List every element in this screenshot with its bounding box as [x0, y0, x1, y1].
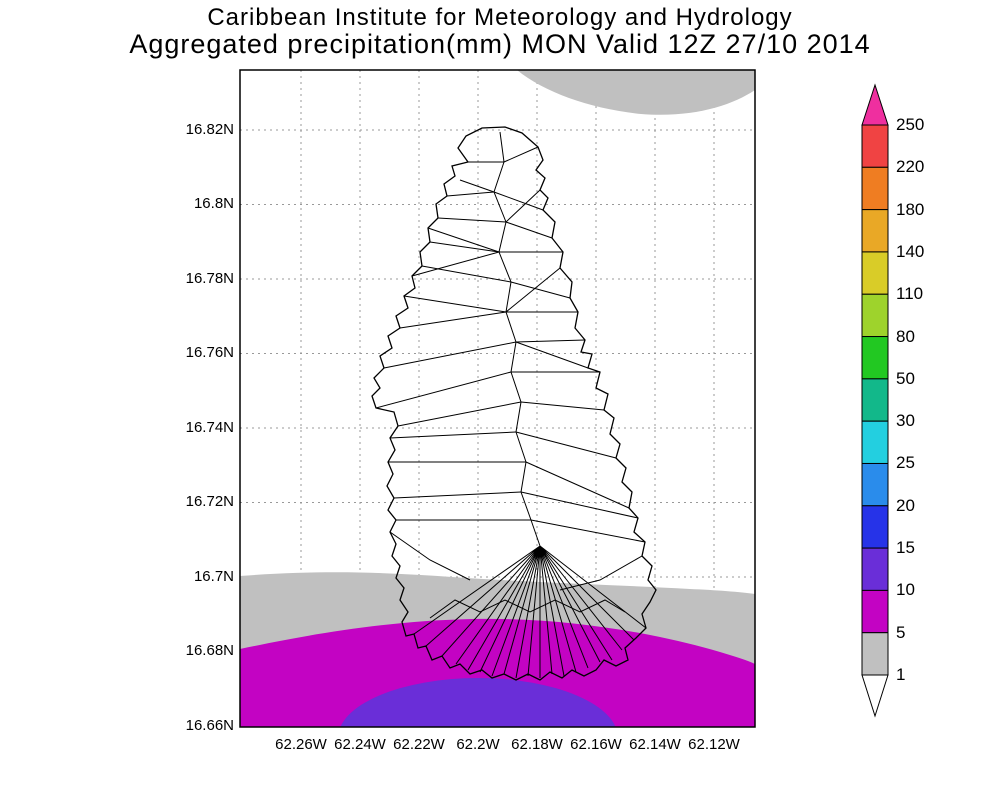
precip-shading: [240, 70, 755, 727]
lat-tick-label: 16.66N: [185, 717, 234, 734]
colorbar-segment: [861, 420, 889, 464]
colorbar-label: 140: [896, 242, 925, 261]
shading-south-band-magenta: [240, 618, 755, 727]
island-outline: [371, 126, 657, 681]
plot-frame: [239, 69, 756, 728]
colorbar-label: 25: [896, 453, 915, 472]
shading-core-purple: [340, 678, 616, 727]
lon-tick-label: 62.26W: [275, 736, 327, 753]
title-line-2: Aggregated precipitation(mm) MON Valid 1…: [129, 29, 871, 59]
colorbar-label: 5: [896, 623, 906, 642]
shading-north-offshore-gray: [517, 70, 755, 115]
colorbar-label: 1: [896, 665, 906, 684]
colorbar-segment: [861, 547, 889, 591]
colorbar-segment: [861, 166, 889, 211]
colorbar-label: 110: [896, 284, 924, 303]
colorbar-segment: [861, 251, 889, 295]
colorbar-label: 80: [896, 327, 915, 346]
colorbar-label: 30: [896, 411, 915, 430]
lon-tick-label: 62.16W: [570, 736, 622, 753]
watershed-south-fan: [413, 545, 647, 679]
lon-tick-label: 62.2W: [456, 736, 500, 753]
lon-tick-label: 62.24W: [334, 736, 386, 753]
island-group: [371, 126, 657, 681]
colorbar-segment: [861, 293, 889, 338]
lat-tick-label: 16.68N: [185, 642, 234, 659]
colorbar-segment: [861, 209, 889, 253]
lat-tick-label: 16.76N: [185, 344, 234, 361]
lat-tick-label: 16.72N: [185, 493, 234, 510]
lon-tick-label: 62.14W: [629, 736, 681, 753]
colorbar-arrow-top: [861, 83, 889, 126]
colorbar-segment: [861, 462, 889, 507]
watershed-west-branches: [375, 161, 531, 521]
colorbar-segment: [861, 378, 889, 422]
colorbar-label: 20: [896, 496, 915, 515]
lon-tick-label: 62.18W: [511, 736, 563, 753]
lat-tick-label: 16.8N: [193, 195, 234, 212]
colorbar-label: 250: [896, 115, 925, 134]
lat-tick-label: 16.7N: [193, 568, 234, 585]
colorbar-label: 15: [896, 538, 915, 557]
lon-tick-label: 62.12W: [688, 736, 740, 753]
colorbar-segment: [861, 632, 889, 676]
colorbar: [861, 83, 889, 718]
colorbar-segment: [861, 589, 889, 634]
colorbar-segment: [861, 336, 889, 380]
title-line-1: Caribbean Institute for Meteorology and …: [207, 4, 793, 31]
colorbar-segment: [861, 505, 889, 549]
colorbar-arrow-bottom: [861, 674, 889, 718]
colorbar-label: 180: [896, 200, 925, 219]
colorbar-label: 10: [896, 580, 915, 599]
colorbar-label: 220: [896, 157, 925, 176]
lon-tick-label: 62.22W: [393, 736, 445, 753]
colorbar-label: 50: [896, 369, 915, 388]
watershed-east-branches: [493, 146, 646, 543]
lat-tick-label: 16.74N: [185, 419, 234, 436]
watershed-connectors: [389, 179, 643, 619]
lat-tick-label: 16.82N: [185, 121, 234, 138]
lat-tick-label: 16.78N: [185, 270, 234, 287]
colorbar-segment: [861, 124, 889, 168]
